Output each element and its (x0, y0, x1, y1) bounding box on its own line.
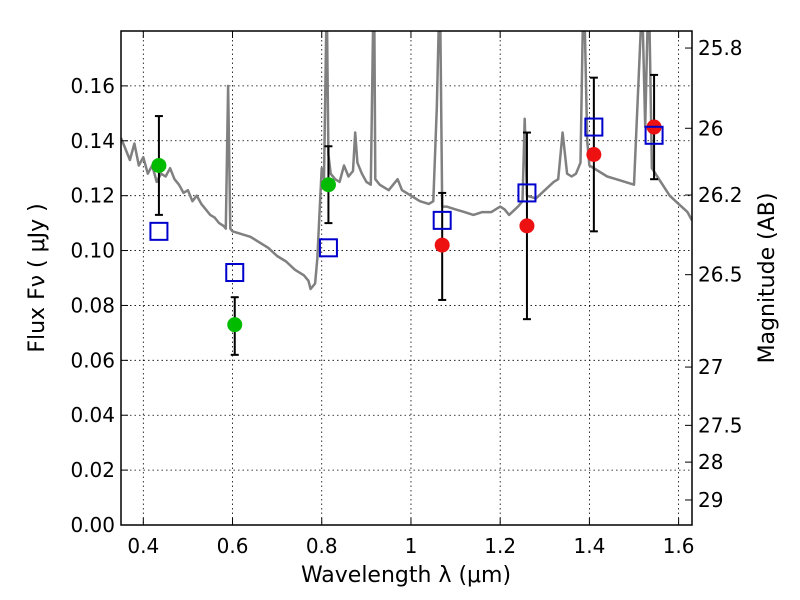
y2-tick-label: 26.2 (698, 183, 743, 207)
y2-tick-label: 27 (698, 355, 723, 379)
x-tick-label: 0.8 (306, 534, 338, 558)
plot-background (121, 31, 692, 525)
y-tick-label: 0.00 (70, 513, 115, 537)
y-tick-label: 0.02 (70, 458, 115, 482)
data-point (151, 157, 167, 173)
spectrum-layer (121, 31, 692, 291)
x-tick-label: 0.6 (217, 534, 249, 558)
model-photometry-square (225, 263, 245, 283)
y-tick-label: 0.14 (70, 129, 115, 153)
model-photometry-square (517, 183, 537, 203)
x-tick-label: 1.2 (484, 534, 516, 558)
model-photometry-square (644, 125, 664, 145)
data-point (519, 218, 535, 234)
spectrum-line (121, 31, 692, 291)
x-tick-label: 0.4 (127, 534, 159, 558)
y2-tick-label: 25.8 (698, 36, 743, 60)
x-tick-label: 1.6 (663, 534, 695, 558)
y2-tick-label: 26 (698, 116, 723, 140)
plot-frame (120, 30, 693, 526)
y-tick-label: 0.10 (70, 239, 115, 263)
x-axis-label: Wavelength λ (μm) (301, 563, 511, 588)
y-tick-label: 0.12 (70, 184, 115, 208)
y-tick-label: 0.04 (70, 403, 115, 427)
y2-tick-label: 27.5 (698, 413, 743, 437)
ticks: 0.4 0.6 0.8 1 1.2 1.4 1.6 0.00 0.02 0.04 0.06 0.08 0… (70, 31, 743, 558)
y-axis-label: Flux Fν ( μJy ) (25, 203, 50, 352)
x-tick-label: 1 (405, 534, 418, 558)
model-photometry-square (149, 221, 169, 241)
x-tick-label: 1.4 (573, 534, 605, 558)
y2-tick-label: 26.5 (698, 263, 743, 287)
model-photometry-square (432, 210, 452, 230)
y2-axis-label: Magnitude (AB) (755, 193, 780, 364)
y-tick-label: 0.16 (70, 74, 115, 98)
y2-tick-label: 28 (698, 450, 723, 474)
marker-layer (149, 73, 664, 356)
y-tick-label: 0.08 (70, 293, 115, 317)
model-photometry-square (584, 117, 604, 137)
data-point (586, 147, 602, 162)
model-photometry-square (318, 238, 338, 258)
y2-tick-label: 29 (698, 488, 723, 512)
data-point (320, 177, 336, 193)
y-tick-label: 0.06 (70, 348, 115, 372)
data-point (227, 317, 243, 333)
data-point (434, 237, 450, 253)
